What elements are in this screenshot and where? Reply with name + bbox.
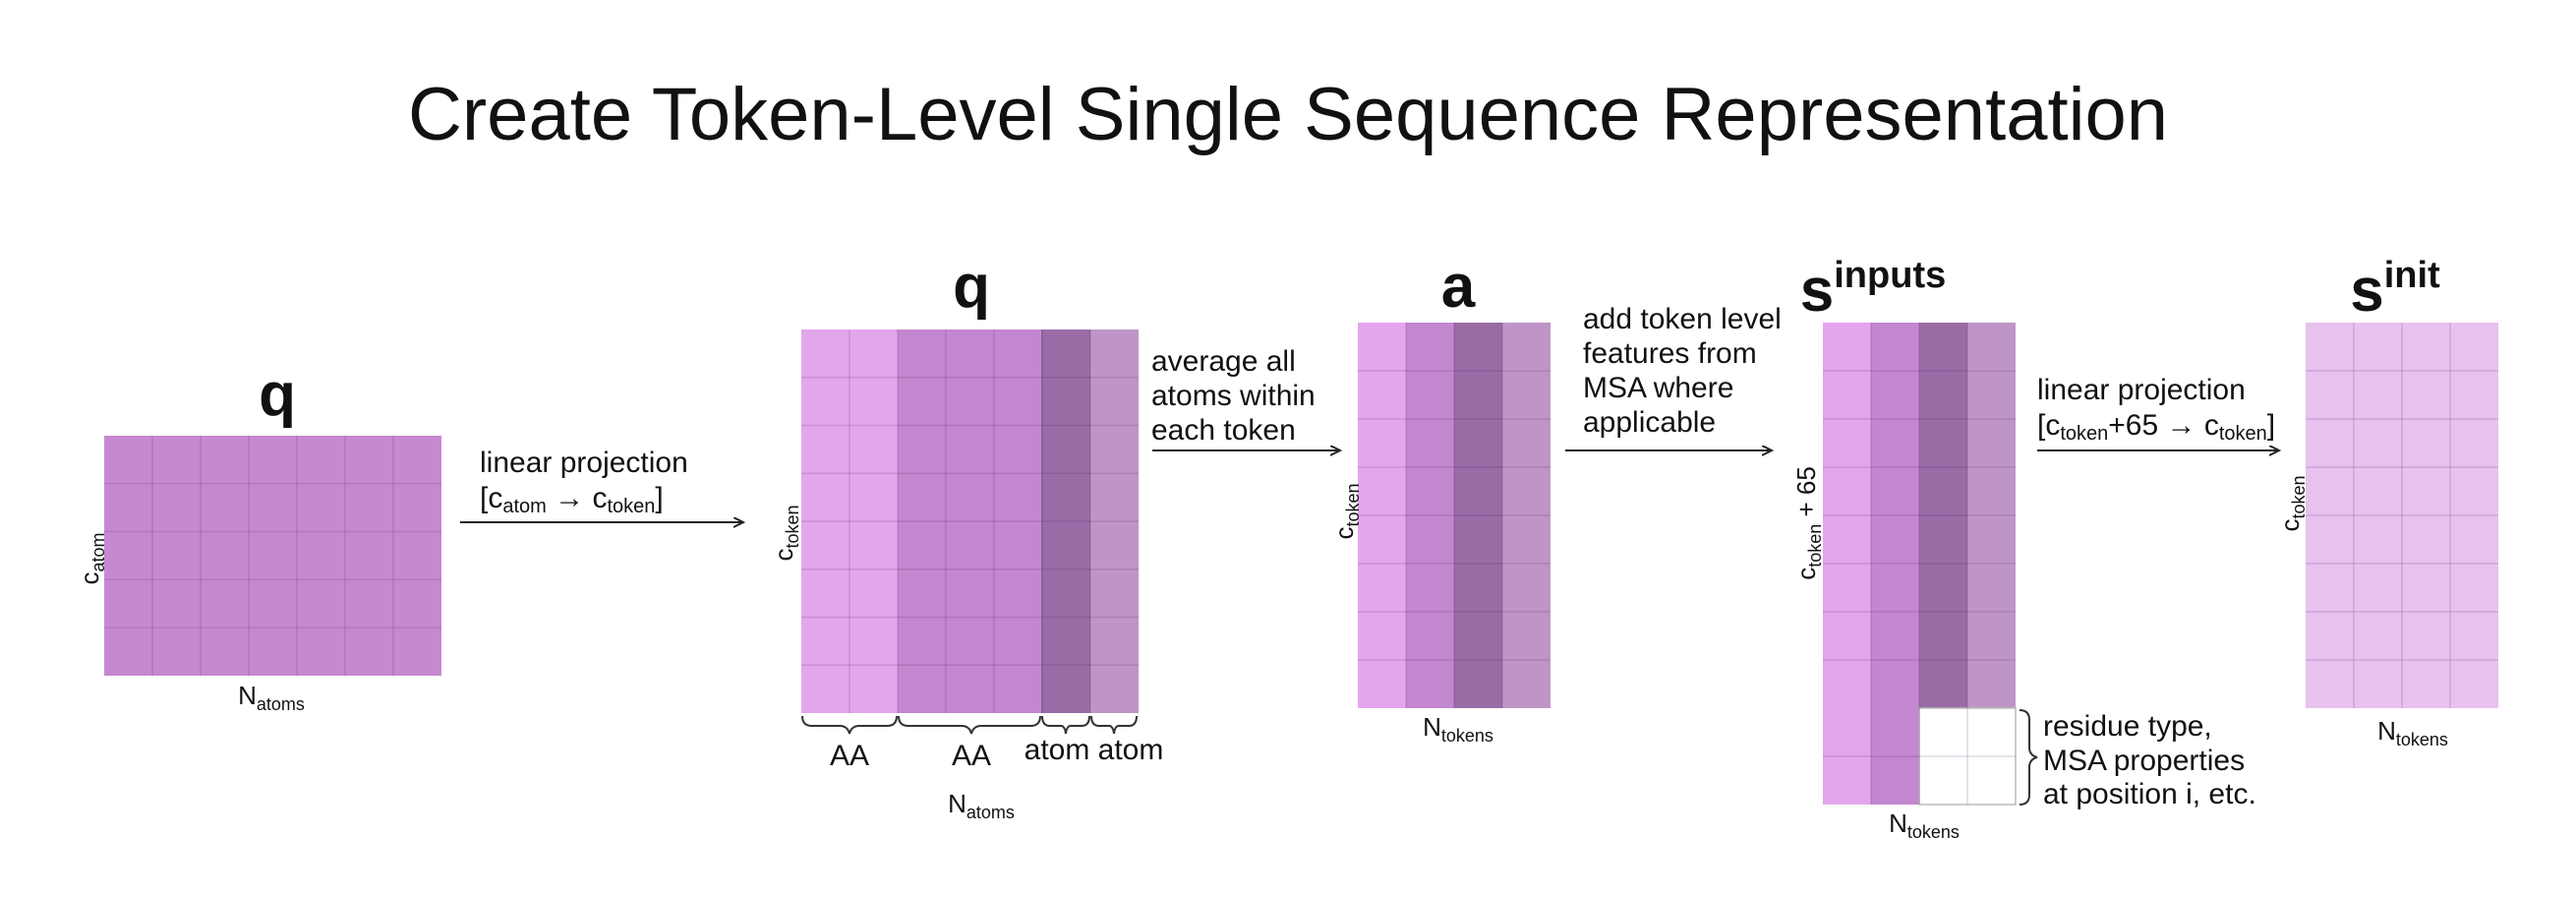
matrix-s-init: sinit ctoken Ntokens xyxy=(2275,255,2498,749)
step-1-line-1: linear projection xyxy=(480,447,688,479)
matrix-s-init-label: sinit xyxy=(2350,255,2440,325)
brace-atom-2 xyxy=(1090,715,1138,735)
step-2-line-3: each token xyxy=(1151,414,1296,447)
matrix-s-inputs-empty-block xyxy=(1918,707,2017,806)
matrix-q-token-group-atom-2 xyxy=(1090,329,1139,713)
matrix-a-label: a xyxy=(1441,253,1476,321)
step-4-line-1: linear projection xyxy=(2037,374,2246,406)
matrix-q-token-group-atom-1 xyxy=(1041,329,1090,713)
matrix-q-atoms-fill xyxy=(104,436,441,676)
step-3-line-4: applicable xyxy=(1583,406,1716,439)
matrix-a-column-4 xyxy=(1502,323,1551,708)
s-inputs-note-brace xyxy=(2019,709,2038,806)
matrix-q-atoms-row-axis: catom xyxy=(75,532,108,584)
s-inputs-note-line-2: MSA properties xyxy=(2043,745,2245,777)
matrix-q-token-col-axis: Natoms xyxy=(948,789,1015,822)
matrix-s-init-grid xyxy=(2306,323,2498,708)
step-4: linear projection [ctoken+65 → ctoken] xyxy=(2037,374,2279,450)
matrix-s-init-fill xyxy=(2306,323,2498,708)
matrix-q-atoms-col-axis: Natoms xyxy=(238,681,305,714)
matrix-q-token-grid xyxy=(801,329,1139,713)
matrix-q-token-row-axis: ctoken xyxy=(769,505,802,561)
matrix-s-inputs-cells xyxy=(1823,323,2017,806)
matrix-q-atoms-grid xyxy=(104,436,441,676)
matrix-s-init-cells xyxy=(2306,323,2498,708)
step-2-line-1: average all xyxy=(1151,345,1296,378)
matrix-q-token: q ctoken AA AA atom atom Natoms xyxy=(769,253,1163,822)
brace-atom-1 xyxy=(1041,715,1090,735)
brace-aa-2 xyxy=(898,715,1041,735)
group-label-atom-1: atom xyxy=(1025,734,1090,766)
matrix-s-inputs: sinputs ctoken + 65 Ntokens residue type… xyxy=(1791,255,2256,842)
matrix-a-row-axis: ctoken xyxy=(1329,483,1363,539)
matrix-a: a ctoken Ntokens xyxy=(1329,253,1551,746)
matrix-a-col-axis: Ntokens xyxy=(1423,712,1493,746)
matrix-q-token-cells xyxy=(801,329,1139,713)
step-3-line-2: features from xyxy=(1583,337,1757,370)
matrix-q-atoms-label: q xyxy=(259,361,296,429)
group-label-atom-2: atom xyxy=(1098,734,1164,766)
matrix-s-inputs-col-axis: Ntokens xyxy=(1889,808,1960,842)
matrix-s-inputs-grid-lower xyxy=(1823,708,2016,805)
matrix-q-atoms-cells xyxy=(104,436,441,676)
matrix-q-atoms: q catom Natoms xyxy=(75,361,441,714)
brace-aa-1 xyxy=(801,715,898,735)
s-inputs-note-line-3: at position i, etc. xyxy=(2043,778,2256,810)
matrix-s-inputs-grid-upper xyxy=(1823,323,2016,708)
matrix-s-inputs-column-4 xyxy=(1967,323,2016,708)
matrix-s-inputs-row-axis: ctoken + 65 xyxy=(1791,466,1825,580)
matrix-s-init-col-axis: Ntokens xyxy=(2377,716,2448,749)
group-label-aa-1: AA xyxy=(830,740,869,772)
matrix-s-inputs-column-1 xyxy=(1823,323,1871,805)
step-3-line-3: MSA where xyxy=(1583,372,1733,404)
step-4-line-2: [ctoken+65 → ctoken] xyxy=(2037,409,2275,445)
step-3-line-1: add token level xyxy=(1583,303,1782,335)
matrix-s-inputs-label: sinputs xyxy=(1800,255,1946,325)
diagram-title: Create Token-Level Single Sequence Repre… xyxy=(408,73,2168,156)
matrix-s-inputs-column-3 xyxy=(1919,323,1967,708)
matrix-a-grid xyxy=(1358,323,1551,708)
matrix-s-inputs-column-2 xyxy=(1871,323,1919,805)
step-1: linear projection [catom → ctoken] xyxy=(460,447,743,522)
matrix-a-column-2 xyxy=(1406,323,1454,708)
step-2-line-2: atoms within xyxy=(1151,380,1316,412)
step-1-line-2: [catom → ctoken] xyxy=(480,482,664,517)
s-inputs-note-line-1: residue type, xyxy=(2043,710,2212,743)
matrix-q-token-label: q xyxy=(953,253,990,321)
matrix-q-token-group-aa-2 xyxy=(898,329,1041,713)
matrix-a-cells xyxy=(1358,323,1551,708)
step-3: add token level features from MSA where … xyxy=(1565,303,1782,450)
matrix-s-init-row-axis: ctoken xyxy=(2275,475,2309,531)
matrix-a-column-3 xyxy=(1454,323,1502,708)
matrix-a-column-1 xyxy=(1358,323,1406,708)
matrix-q-token-group-aa-1 xyxy=(801,329,898,713)
step-2: average all atoms within each token xyxy=(1151,345,1340,450)
group-label-aa-2: AA xyxy=(952,740,991,772)
